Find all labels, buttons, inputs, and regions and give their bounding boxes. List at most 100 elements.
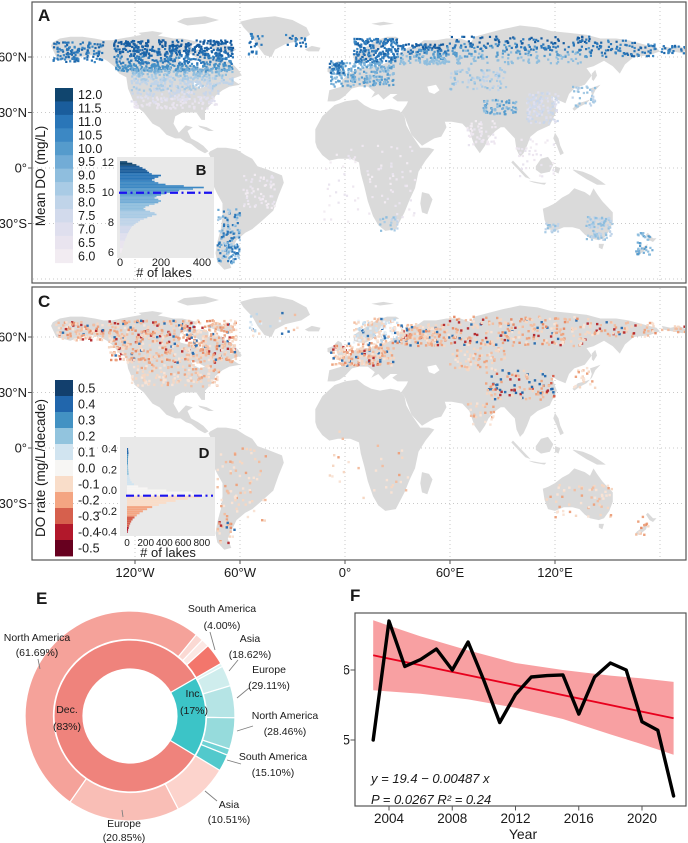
landmass bbox=[591, 349, 597, 362]
lake-dot bbox=[341, 64, 344, 67]
lake-dot bbox=[228, 228, 231, 231]
lake-dot bbox=[611, 222, 614, 226]
lake-dot bbox=[671, 45, 674, 48]
lake-dot bbox=[395, 38, 398, 41]
lake-dot bbox=[113, 42, 116, 45]
lake-dot bbox=[399, 340, 403, 343]
lake-dot bbox=[439, 48, 442, 51]
lake-dot bbox=[242, 188, 245, 191]
lake-dot bbox=[187, 84, 190, 87]
lake-dot bbox=[141, 320, 145, 323]
lake-dot bbox=[255, 50, 258, 53]
lake-dot bbox=[220, 236, 223, 239]
lake-dot bbox=[227, 338, 231, 341]
lake-dot bbox=[505, 48, 508, 51]
lake-dot bbox=[163, 67, 166, 71]
lake-dot bbox=[77, 58, 80, 61]
lake-dot bbox=[183, 75, 186, 78]
lake-dot bbox=[473, 59, 476, 63]
lake-dot bbox=[442, 52, 446, 55]
lake-dot bbox=[353, 77, 356, 80]
lake-dot bbox=[229, 249, 232, 252]
lake-dot bbox=[514, 102, 517, 105]
lake-dot bbox=[179, 44, 182, 47]
lake-dot bbox=[325, 167, 328, 170]
lake-dot bbox=[161, 86, 164, 89]
lake-dot bbox=[164, 41, 167, 44]
lake-dot bbox=[353, 65, 356, 68]
lake-dot bbox=[401, 46, 404, 49]
lake-dot bbox=[185, 353, 189, 357]
lake-dot bbox=[181, 39, 184, 42]
lake-dot bbox=[383, 334, 386, 338]
lake-dot bbox=[457, 317, 461, 321]
lake-dot bbox=[150, 363, 154, 366]
lake-dot bbox=[510, 337, 513, 340]
lake-dot bbox=[229, 231, 232, 234]
lake-dot bbox=[491, 108, 494, 112]
lake-dot bbox=[222, 63, 225, 66]
lake-dot bbox=[147, 382, 151, 386]
lake-dot bbox=[167, 71, 170, 75]
lake-dot bbox=[556, 38, 560, 41]
lake-dot bbox=[132, 327, 135, 330]
lake-dot bbox=[217, 55, 220, 58]
lake-dot bbox=[84, 325, 87, 328]
colorbar-tick-label: 9.5 bbox=[78, 155, 95, 169]
lake-dot bbox=[75, 51, 78, 54]
lake-dot bbox=[602, 238, 605, 241]
histogram-bar bbox=[120, 216, 148, 219]
lake-dot bbox=[64, 326, 67, 329]
lake-dot bbox=[369, 327, 372, 330]
lake-dot bbox=[488, 88, 491, 91]
lake-dot bbox=[371, 175, 374, 178]
lake-dot bbox=[159, 106, 162, 109]
lake-dot bbox=[173, 360, 177, 363]
lake-dot bbox=[160, 340, 163, 343]
lake-dot bbox=[124, 42, 127, 45]
lake-dot bbox=[149, 354, 152, 357]
panel-a-mean-do-map: 60°N30°N0°30°S A 12.011.511.010.510.09.5… bbox=[0, 1, 687, 284]
lake-dot bbox=[336, 67, 339, 71]
lake-dot bbox=[363, 354, 366, 357]
lake-dot bbox=[376, 363, 379, 366]
lake-dot bbox=[385, 69, 389, 72]
lake-dot bbox=[264, 200, 267, 203]
lake-dot bbox=[116, 354, 120, 357]
lake-dot bbox=[498, 73, 501, 76]
lake-dot bbox=[160, 329, 164, 332]
lake-dot bbox=[141, 384, 144, 387]
lake-dot bbox=[243, 175, 246, 178]
lake-dot bbox=[134, 56, 137, 60]
lake-dot bbox=[362, 81, 365, 84]
lake-dot bbox=[86, 58, 89, 61]
lake-dot bbox=[154, 67, 158, 70]
lake-dot bbox=[170, 85, 173, 88]
lake-dot bbox=[213, 100, 216, 103]
lake-dot bbox=[143, 69, 146, 72]
lake-dot bbox=[176, 381, 179, 384]
lake-dot bbox=[354, 69, 357, 72]
lake-dot bbox=[146, 350, 149, 353]
lake-dot bbox=[131, 39, 134, 43]
histogram-bar bbox=[120, 231, 129, 234]
lake-dot bbox=[155, 80, 158, 83]
lake-dot bbox=[415, 51, 418, 54]
lake-dot bbox=[128, 359, 132, 363]
lake-dot bbox=[355, 52, 358, 55]
lake-dot bbox=[441, 43, 445, 46]
lake-dot bbox=[168, 358, 171, 362]
lake-dot bbox=[146, 373, 149, 377]
lake-dot bbox=[623, 52, 626, 55]
lake-dot bbox=[131, 72, 134, 75]
lake-dot bbox=[196, 347, 199, 350]
colorbar-tick-label: 11.0 bbox=[78, 115, 101, 129]
lake-dot bbox=[413, 337, 416, 340]
lake-dot bbox=[231, 70, 234, 74]
lake-dot bbox=[483, 72, 486, 75]
lake-dot bbox=[529, 48, 533, 51]
lake-dot bbox=[182, 95, 185, 98]
lake-dot bbox=[425, 339, 429, 342]
lake-dot bbox=[171, 103, 174, 106]
lake-dot bbox=[144, 358, 147, 362]
